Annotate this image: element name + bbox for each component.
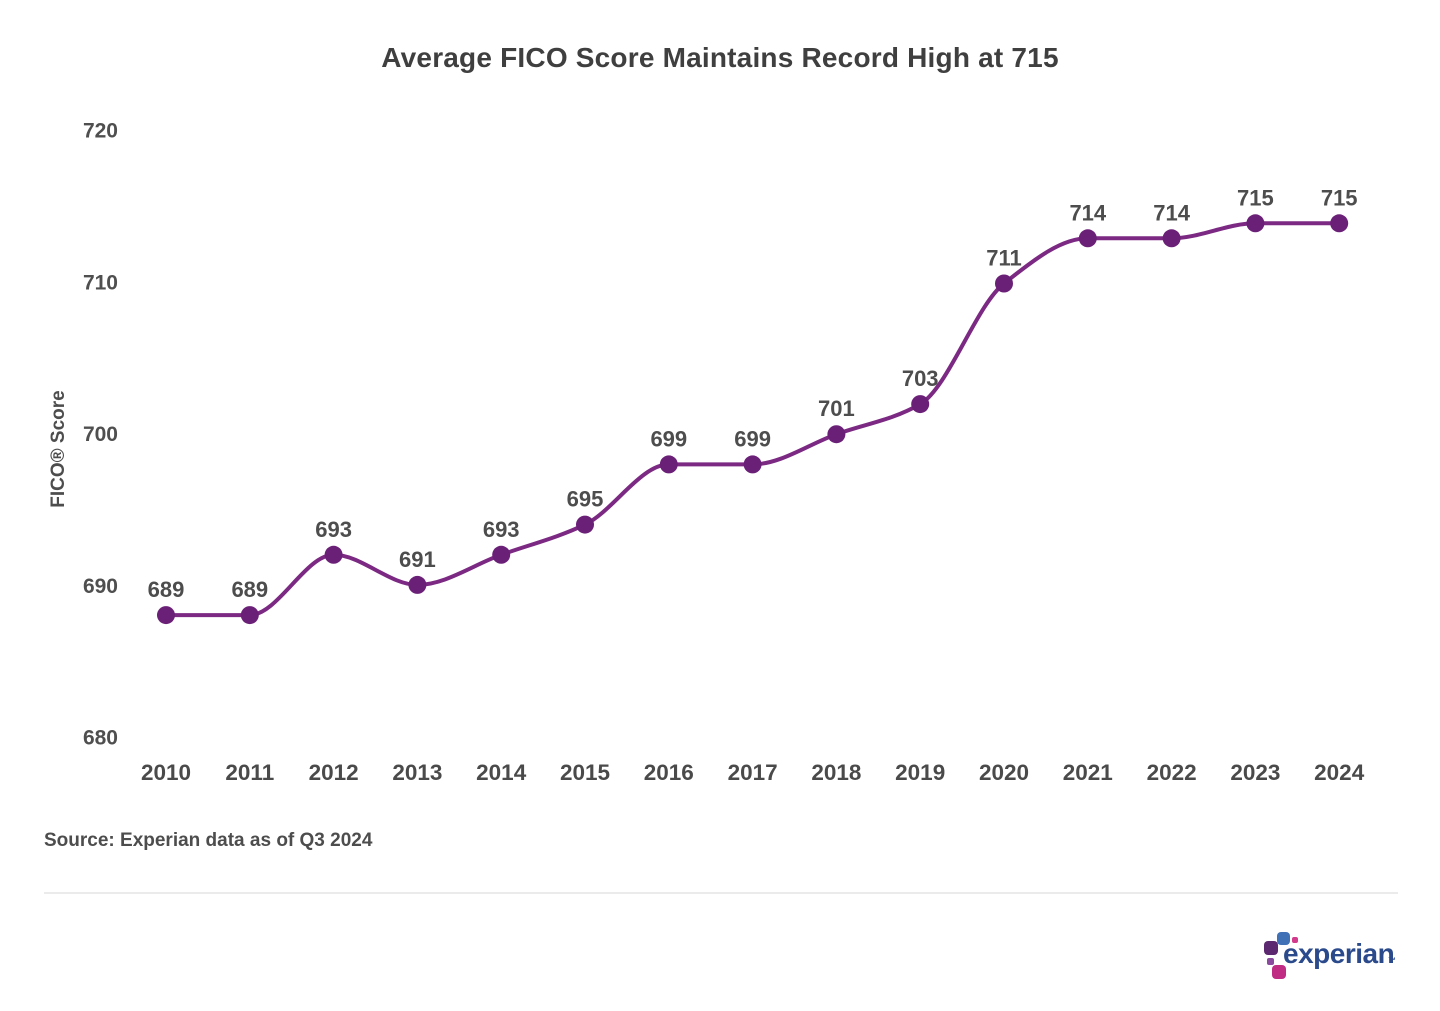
data-point-label: 699 bbox=[650, 426, 687, 451]
data-point-label: 711 bbox=[986, 246, 1022, 271]
data-point-label: 699 bbox=[734, 426, 771, 451]
experian-logo: experian ™ bbox=[1262, 928, 1402, 984]
y-axis-tick-label: 690 bbox=[83, 575, 118, 598]
data-point-label: 695 bbox=[567, 487, 604, 512]
x-axis-tick-label: 2016 bbox=[644, 760, 694, 785]
data-point-marker bbox=[1246, 214, 1265, 233]
experian-logo-block-blue-icon bbox=[1277, 932, 1290, 945]
x-axis-tick-label: 2017 bbox=[728, 760, 778, 785]
x-axis-tick-label: 2015 bbox=[560, 760, 610, 785]
x-axis-tick-label: 2024 bbox=[1314, 760, 1365, 785]
data-point-marker bbox=[995, 274, 1013, 293]
source-note: Source: Experian data as of Q3 2024 bbox=[44, 830, 373, 851]
experian-wordmark: experian bbox=[1283, 938, 1395, 969]
data-point-marker bbox=[408, 575, 427, 594]
data-point-marker bbox=[1162, 229, 1181, 248]
data-point-label: 703 bbox=[902, 366, 939, 391]
x-axis-tick-label: 2013 bbox=[392, 760, 442, 785]
data-point-label: 714 bbox=[1069, 200, 1106, 225]
y-axis-tick-label: 720 bbox=[83, 120, 118, 143]
fico-line-chart: 680 690 700 710 720 FICO® Score 689 2010 689 2011… bbox=[48, 120, 1365, 786]
data-point-label: 689 bbox=[148, 577, 185, 602]
x-axis-tick-label: 2021 bbox=[1063, 760, 1113, 785]
y-axis-tick-label: 700 bbox=[83, 423, 118, 446]
data-point-marker bbox=[911, 395, 930, 414]
data-point-label: 689 bbox=[231, 577, 268, 602]
data-point-marker bbox=[1078, 229, 1097, 248]
data-point-marker bbox=[157, 606, 175, 625]
experian-trademark: ™ bbox=[1388, 956, 1396, 965]
data-point-label: 693 bbox=[483, 517, 520, 542]
experian-logo-block-magenta-icon bbox=[1272, 965, 1286, 979]
data-point-marker bbox=[659, 455, 678, 474]
data-point-marker bbox=[492, 545, 511, 564]
chart-title: Average FICO Score Maintains Record High… bbox=[381, 42, 1059, 73]
data-point-marker bbox=[743, 455, 762, 474]
data-point-label: 701 bbox=[818, 396, 855, 421]
experian-logo-block-pink-dot-icon bbox=[1292, 937, 1298, 943]
x-axis-tick-label: 2010 bbox=[141, 760, 191, 785]
data-point-marker bbox=[827, 425, 846, 444]
y-axis-tick-label: 680 bbox=[83, 727, 118, 750]
data-point-label: 714 bbox=[1153, 200, 1190, 225]
x-axis-tick-label: 2011 bbox=[225, 760, 274, 785]
data-point-label: 691 bbox=[399, 547, 436, 572]
data-point-marker bbox=[240, 606, 259, 625]
data-point-marker bbox=[324, 545, 343, 564]
data-point-marker bbox=[1330, 214, 1349, 233]
data-point-label: 715 bbox=[1321, 185, 1358, 210]
x-axis-tick-label: 2019 bbox=[895, 760, 945, 785]
x-axis-tick-label: 2022 bbox=[1147, 760, 1197, 785]
experian-logo-block-purple-icon bbox=[1264, 941, 1278, 955]
data-point-label: 715 bbox=[1237, 185, 1274, 210]
y-axis-tick-label: 710 bbox=[83, 271, 118, 294]
y-axis-title: FICO® Score bbox=[48, 390, 69, 507]
footer-divider bbox=[44, 892, 1398, 894]
x-axis-tick-label: 2020 bbox=[979, 760, 1029, 785]
x-axis-tick-label: 2012 bbox=[309, 760, 359, 785]
data-point-label: 693 bbox=[315, 517, 352, 542]
data-point-marker bbox=[576, 515, 594, 534]
experian-logo-block-violet-icon bbox=[1267, 958, 1274, 965]
x-axis-tick-label: 2018 bbox=[811, 760, 861, 785]
x-axis-tick-label: 2023 bbox=[1230, 760, 1280, 785]
x-axis-tick-label: 2014 bbox=[476, 760, 527, 785]
